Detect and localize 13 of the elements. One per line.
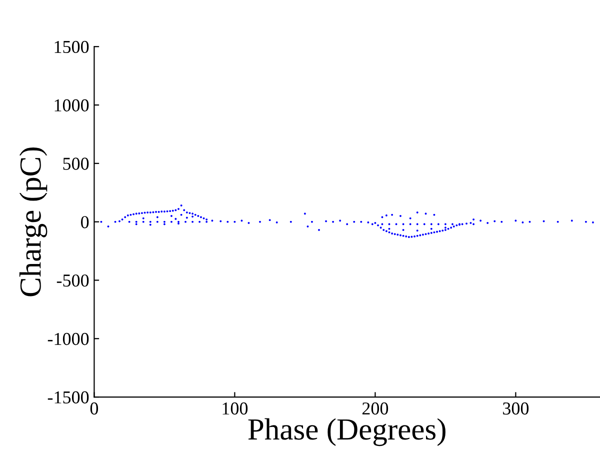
y-tick-label: 500 xyxy=(63,158,89,170)
x-tick-label: 200 xyxy=(362,402,388,415)
y-tick-label: 1500 xyxy=(54,40,89,54)
y-tick-label: -500 xyxy=(56,274,89,287)
x-axis-title: Phase (Degrees) xyxy=(248,418,446,446)
x-tick-label: 0 xyxy=(90,402,98,415)
y-tick-label: -1500 xyxy=(48,391,89,404)
y-tick-label: 0 xyxy=(81,216,89,228)
x-tick-label: 300 xyxy=(503,402,529,415)
y-tick-label: -1000 xyxy=(48,332,89,346)
y-tick-label: 1000 xyxy=(54,99,89,112)
y-axis-title: Charge (pC) xyxy=(19,147,48,296)
x-tick-label: 100 xyxy=(222,402,248,415)
